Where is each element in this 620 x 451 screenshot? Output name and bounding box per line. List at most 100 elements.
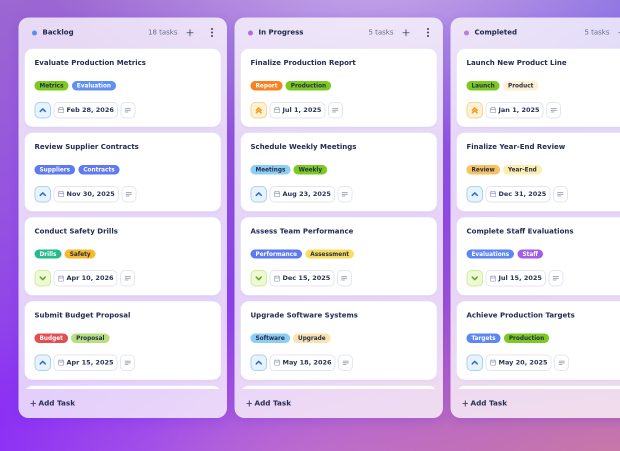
due-date-chip[interactable]: Jul 15, 2025 xyxy=(485,270,546,287)
add-card-button[interactable] xyxy=(402,27,410,38)
card-meta-row: May 20, 2025 xyxy=(466,354,620,371)
priority-button-low[interactable] xyxy=(466,270,483,287)
notes-button[interactable] xyxy=(120,354,136,371)
tag-badge: Production xyxy=(285,81,332,91)
chevron-up-icon xyxy=(255,192,262,197)
due-date-chip[interactable]: May 20, 2025 xyxy=(485,354,552,371)
due-date-chip[interactable]: Dec 31, 2025 xyxy=(485,185,551,203)
add-task-button[interactable]: Add Task xyxy=(241,395,438,412)
notes-button[interactable] xyxy=(548,270,564,287)
task-card[interactable]: Finalize Production Report Report Product… xyxy=(240,48,437,128)
due-date-chip[interactable]: Nov 30, 2025 xyxy=(53,185,119,203)
plus-icon xyxy=(30,400,36,407)
task-card-clipped[interactable] xyxy=(240,385,437,389)
priority-button-high[interactable] xyxy=(250,354,267,371)
task-title: Review Supplier Contracts xyxy=(34,143,139,152)
task-card[interactable]: Launch New Product Line Launch Product xyxy=(456,48,620,128)
notes-button[interactable] xyxy=(554,354,570,371)
due-date-label: May 18, 2026 xyxy=(282,358,332,367)
add-task-button[interactable]: Add Task xyxy=(457,395,620,412)
task-card[interactable]: Conduct Safety Drills Drills Safety xyxy=(24,216,221,296)
calendar-icon xyxy=(273,190,281,198)
task-title: Evaluate Production Metrics xyxy=(34,59,146,67)
tag-badge: Staff xyxy=(517,249,543,259)
tag-badge: Weekly xyxy=(293,165,328,175)
chevron-down-icon xyxy=(471,276,478,281)
task-card-clipped[interactable] xyxy=(24,385,221,389)
priority-button-high[interactable] xyxy=(466,354,483,371)
notes-button[interactable] xyxy=(546,101,562,119)
tag-list: Review Year-End xyxy=(466,165,620,175)
notes-button[interactable] xyxy=(327,101,343,119)
notes-button[interactable] xyxy=(552,185,568,203)
priority-button-high[interactable] xyxy=(34,185,51,203)
tag-list: Meetings Weekly xyxy=(250,165,428,175)
calendar-icon xyxy=(57,106,65,114)
due-date-chip[interactable]: Aug 23, 2025 xyxy=(269,185,335,203)
align-left-icon xyxy=(124,107,131,113)
tag-list: Drills Safety xyxy=(34,249,212,259)
add-task-label: Add Task xyxy=(254,399,292,408)
column-header: Backlog 18 tasks xyxy=(25,24,222,42)
plus-icon xyxy=(246,400,252,407)
task-title: Submit Budget Proposal xyxy=(34,311,131,320)
align-left-icon xyxy=(550,107,557,113)
tag-list: Targets Production xyxy=(466,333,620,343)
add-task-button[interactable]: Add Task xyxy=(25,395,222,412)
priority-button-urgent[interactable] xyxy=(250,101,267,119)
column-menu-button[interactable] xyxy=(426,27,430,38)
chevrons-up-icon xyxy=(255,106,262,114)
card-meta-row: Dec 15, 2025 xyxy=(250,270,428,287)
task-card[interactable]: Achieve Production Targets Targets Produc… xyxy=(456,301,620,380)
task-card[interactable]: Assess Team Performance Performance Asses… xyxy=(240,216,437,296)
align-left-icon xyxy=(332,107,339,113)
tag-badge: Evaluations xyxy=(466,249,515,259)
add-card-button[interactable] xyxy=(186,27,194,38)
task-card[interactable]: Schedule Weekly Meetings Meetings Weekly xyxy=(240,132,437,212)
notes-button[interactable] xyxy=(337,185,353,203)
priority-button-high[interactable] xyxy=(466,185,483,203)
task-card[interactable]: Submit Budget Proposal Budget Proposal xyxy=(24,301,221,380)
tag-list: Suppliers Contracts xyxy=(34,165,212,175)
column-menu-button[interactable] xyxy=(210,27,214,38)
notes-button[interactable] xyxy=(120,270,136,287)
due-date-chip[interactable]: Apr 10, 2026 xyxy=(53,270,118,287)
task-title: Conduct Safety Drills xyxy=(34,227,118,236)
card-meta-row: Feb 28, 2026 xyxy=(34,101,212,119)
due-date-chip[interactable]: May 18, 2026 xyxy=(269,354,336,371)
priority-button-high[interactable] xyxy=(34,354,51,371)
column-title: Completed xyxy=(474,28,518,37)
priority-button-low[interactable] xyxy=(250,270,267,287)
due-date-label: Jul 1, 2025 xyxy=(282,106,322,114)
tag-badge: Evaluation xyxy=(71,81,117,91)
tag-list: Performance Assessment xyxy=(250,249,428,259)
priority-button-high[interactable] xyxy=(34,101,51,119)
card-meta-row: May 18, 2026 xyxy=(250,354,428,371)
calendar-icon xyxy=(489,275,497,282)
due-date-chip[interactable]: Dec 15, 2025 xyxy=(269,270,335,287)
due-date-chip[interactable]: Apr 15, 2025 xyxy=(53,354,118,371)
priority-button-urgent[interactable] xyxy=(466,101,483,119)
notes-button[interactable] xyxy=(336,270,352,287)
task-card[interactable]: Review Supplier Contracts Suppliers Contr… xyxy=(24,132,221,212)
tag-list: Metrics Evaluation xyxy=(34,81,212,91)
due-date-label: Jan 1, 2025 xyxy=(498,106,540,114)
task-card[interactable]: Evaluate Production Metrics Metrics Evalu… xyxy=(24,48,221,128)
notes-button[interactable] xyxy=(120,101,136,119)
plus-icon xyxy=(462,400,468,407)
task-card-clipped[interactable] xyxy=(456,385,620,389)
priority-button-low[interactable] xyxy=(34,270,51,287)
tag-badge: Budget xyxy=(34,333,68,343)
task-card[interactable]: Complete Staff Evaluations Evaluations St… xyxy=(456,216,620,296)
notes-button[interactable] xyxy=(338,354,354,371)
task-card[interactable]: Finalize Year-End Review Review Year-End xyxy=(456,132,620,212)
due-date-chip[interactable]: Jul 1, 2025 xyxy=(269,101,326,119)
notes-button[interactable] xyxy=(121,185,137,203)
priority-button-high[interactable] xyxy=(250,185,267,203)
due-date-label: Dec 15, 2025 xyxy=(282,274,331,283)
due-date-chip[interactable]: Jan 1, 2025 xyxy=(485,101,544,119)
tag-list: Software Upgrade xyxy=(250,333,428,343)
due-date-chip[interactable]: Feb 28, 2026 xyxy=(53,101,118,119)
task-card[interactable]: Upgrade Software Systems Software Upgrade xyxy=(240,301,437,380)
tag-list: Launch Product xyxy=(466,81,620,91)
